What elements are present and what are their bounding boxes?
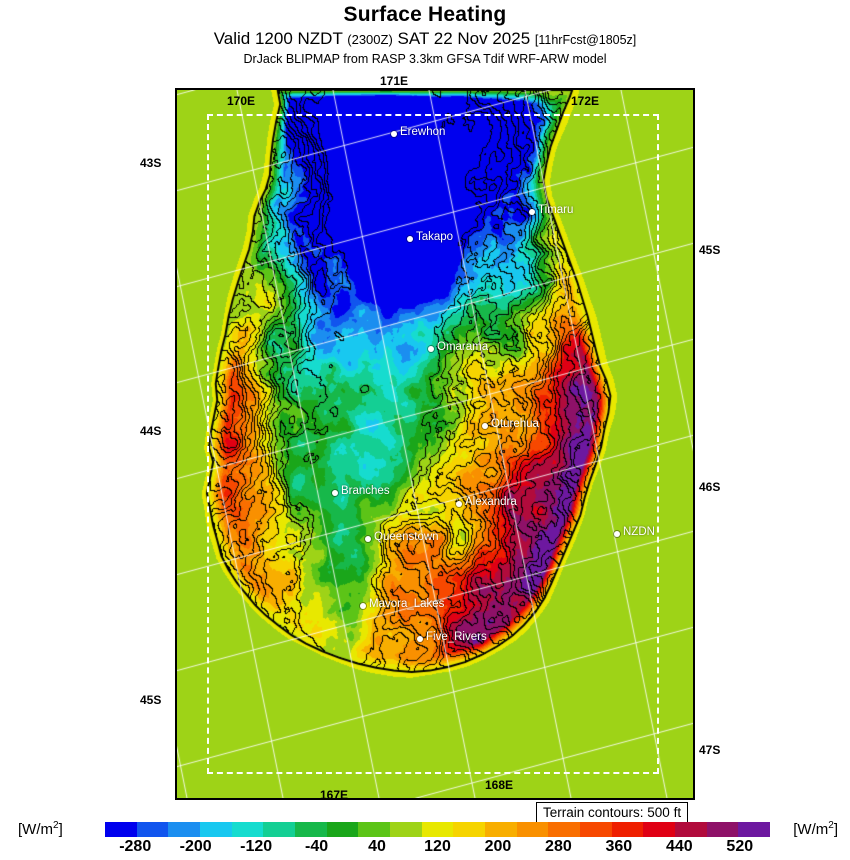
colorbar-tick: 40 (368, 838, 386, 855)
latitude-label: 45S (140, 693, 162, 707)
colorbar-swatch (358, 822, 391, 837)
valid-date: SAT 22 Nov 2025 (397, 29, 531, 48)
colorbar-tick: 200 (484, 838, 512, 855)
colorbar-unit-left: [W/m2] (18, 820, 63, 838)
latitude-label: 44S (140, 424, 162, 438)
colorbar-swatch (105, 822, 137, 837)
unit-left-text: [W/m (18, 821, 53, 838)
forecast-tag: [11hrFcst@1805z] (534, 33, 637, 47)
longitude-label: 168E (485, 778, 514, 792)
colorbar-gradient (105, 822, 771, 837)
title-block: Surface Heating Valid 1200 NZDT (2300Z) … (0, 0, 850, 67)
colorbar-swatch (136, 822, 169, 837)
unit-right-sup: 2 (828, 820, 834, 831)
latitude-label: 43S (140, 156, 162, 170)
colorbar-swatch (421, 822, 454, 837)
longitude-label: 172E (571, 94, 600, 108)
colorbar-tick-labels: -280 -200 -120 -40 40 120 200 280 360 440 520 (105, 838, 770, 860)
latitude-label: 46S (699, 480, 721, 494)
unit-left-close: ] (58, 821, 63, 838)
unit-left-sup: 2 (53, 820, 59, 831)
colorbar-swatch (675, 822, 707, 837)
colorbar-swatch (263, 822, 296, 837)
longitude-label: 167E (320, 788, 349, 802)
colorbar-swatch (516, 822, 549, 837)
valid-utc: (2300Z) (347, 32, 393, 47)
model-description: DrJack BLIPMAP from RASP 3.3km GFSA Tdif… (243, 52, 607, 66)
valid-prefix: Valid 1200 NZDT (213, 29, 343, 48)
colorbar-panel: [W/m2] -280 -200 -120 -40 40 120 200 280 360 440 5… (0, 818, 850, 860)
colorbar-swatch (295, 822, 327, 837)
colorbar-swatch (168, 822, 201, 837)
colorbar-swatch (738, 822, 771, 837)
colorbar-tick: 120 (424, 838, 451, 855)
unit-right-close: ] (833, 821, 838, 838)
colorbar-tick: -120 (240, 838, 273, 855)
colorbar-swatch (548, 822, 581, 837)
colorbar-tick: 520 (726, 838, 754, 855)
colorbar-swatch (453, 822, 486, 837)
colorbar-swatch (200, 822, 232, 837)
surface-heating-heatmap (177, 90, 693, 798)
longitude-label: 170E (227, 94, 256, 108)
colorbar-swatch (485, 822, 517, 837)
terrain-contour-legend: Terrain contours: 500 ft (536, 802, 689, 824)
colorbar-tick: -200 (179, 838, 212, 855)
colorbar-tick: -40 (305, 838, 329, 855)
colorbar-unit-right: [W/m2] (793, 820, 838, 838)
colorbar-tick: 360 (605, 838, 633, 855)
colorbar-swatch (390, 822, 422, 837)
longitude-label: 171E (380, 74, 409, 88)
colorbar-swatch (706, 822, 739, 837)
valid-time-line: Valid 1200 NZDT (2300Z) SAT 22 Nov 2025 … (0, 29, 850, 50)
page-title: Surface Heating (343, 3, 507, 26)
colorbar-swatch (326, 822, 359, 837)
colorbar-swatch (643, 822, 676, 837)
colorbar-swatch (611, 822, 644, 837)
unit-right-text: [W/m (793, 821, 829, 838)
colorbar-tick: 280 (545, 838, 572, 855)
colorbar-swatch (580, 822, 612, 837)
latitude-label: 47S (699, 743, 721, 757)
colorbar-tick: 440 (665, 838, 693, 855)
latitude-label: 45S (699, 243, 721, 257)
colorbar-swatch (231, 822, 264, 837)
colorbar-tick: -280 (119, 838, 152, 855)
map-plot-area[interactable]: Erewhon Timaru Takapo Omarama Oturehua Branch… (175, 88, 695, 800)
